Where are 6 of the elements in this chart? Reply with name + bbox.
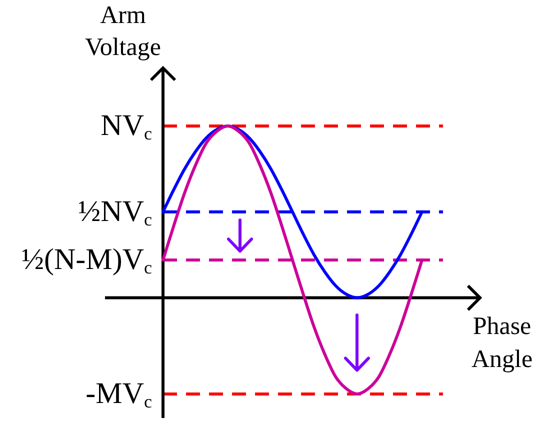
ref-line-label: NV$_{c}$ bbox=[100, 109, 152, 144]
y-axis-title: Arm Voltage bbox=[84, 1, 162, 63]
ref-line-label: ½(N-M)V$_{c}$ bbox=[22, 243, 152, 278]
ref-line-label: -MV$_{c}$ bbox=[86, 377, 152, 412]
ref-line-label: ½NV$_{c}$ bbox=[78, 194, 152, 230]
x-axis-title: Phase Angle bbox=[470, 312, 534, 375]
